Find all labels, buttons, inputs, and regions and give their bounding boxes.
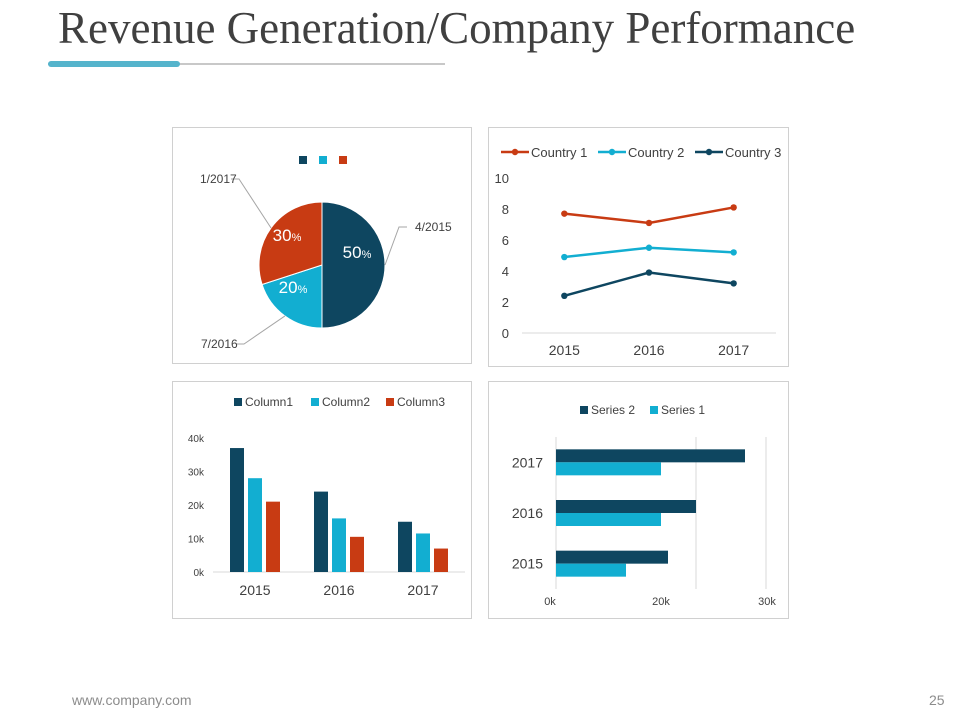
line-y-tick-label: 2 [502, 295, 509, 310]
column-chart: 0k 10k 20k 30k 40k 2015 2016 2017 Column1 Column2… [188, 395, 465, 598]
page-number: 25 [929, 692, 945, 708]
pie-category-label: 7/2016 [201, 337, 238, 351]
bar-legend-swatch [650, 406, 658, 414]
column-y-tick-label: 10k [188, 535, 205, 546]
line-y-tick-label: 4 [502, 264, 509, 279]
column-x-tick-label: 2016 [323, 582, 354, 598]
column-y-tick-label: 30k [188, 468, 205, 479]
line-chart: 0 2 4 6 8 10 2015 2016 2017 Country 1 Country 2 Cou… [495, 145, 782, 358]
line-point [561, 253, 568, 261]
column-bar [230, 448, 244, 572]
slide-title: Revenue Generation/Company Performance [58, 3, 856, 53]
line-x-tick-label: 2016 [633, 342, 664, 358]
column-x-tick-label: 2015 [239, 582, 270, 598]
pie-legend-swatch [339, 156, 347, 164]
line-legend-marker [511, 148, 519, 156]
pie-legend-swatch [299, 156, 307, 164]
line-x-tick-label: 2015 [549, 342, 580, 358]
column-legend-swatch [386, 398, 394, 406]
line-point [730, 280, 737, 287]
column-y-tick-label: 0k [193, 568, 205, 579]
pie-value-label: 50% [343, 243, 372, 262]
line-point [561, 292, 568, 299]
line-legend-label: Country 3 [725, 145, 781, 160]
bar-y-tick-label: 2016 [512, 505, 543, 521]
column-bar [248, 478, 262, 572]
pie-chart-panel: 50% 20% 30% 4/2015 7/2016 1/2017 [172, 127, 472, 364]
column-chart-panel: 0k 10k 20k 30k 40k 2015 2016 2017 Column1 Column2… [172, 381, 472, 619]
bar-bar [556, 449, 745, 463]
column-x-tick-label: 2017 [407, 582, 438, 598]
bar-x-tick-label: 0k [544, 596, 556, 608]
title-underline [48, 63, 445, 65]
column-legend-swatch [234, 398, 242, 406]
line-legend-marker [705, 148, 713, 156]
bar-bar [556, 462, 661, 476]
pie-category-label: 4/2015 [415, 220, 452, 234]
line-y-tick-label: 6 [502, 233, 509, 248]
line-x-tick-label: 2017 [718, 342, 749, 358]
line-series [564, 271, 734, 298]
bar-legend-label: Series 1 [661, 403, 705, 417]
line-chart-panel: 0 2 4 6 8 10 2015 2016 2017 Country 1 Country 2 Cou… [488, 127, 789, 367]
title-accent-bar [48, 61, 180, 67]
bar-y-tick-label: 2015 [512, 556, 543, 572]
line-y-tick-label: 10 [495, 171, 509, 186]
bar-y-tick-label: 2017 [512, 454, 543, 470]
pie-chart: 50% 20% 30% 4/2015 7/2016 1/2017 [200, 156, 452, 351]
line-point [645, 244, 653, 251]
column-bar [416, 533, 430, 572]
bar-bar [556, 563, 626, 577]
pie-value-label: 30% [273, 226, 302, 245]
bar-legend-swatch [580, 406, 588, 414]
column-bar [332, 518, 346, 572]
pie-callout-line [384, 226, 407, 266]
column-legend-swatch [311, 398, 319, 406]
pie-callout-line [231, 178, 272, 229]
pie-callout-line [236, 315, 286, 345]
bar-chart: 0k 20k 30k 2017 2016 2015 Series 2 Series 1 [512, 403, 777, 608]
bar-chart-panel: 0k 20k 30k 2017 2016 2015 Series 2 Series 1 [488, 381, 789, 619]
line-point [730, 204, 737, 211]
pie-legend-swatch [319, 156, 327, 164]
line-legend-marker [608, 148, 616, 156]
pie-slice [321, 201, 386, 329]
column-legend-label: Column3 [397, 395, 445, 409]
column-y-tick-label: 20k [188, 501, 205, 512]
column-bar [434, 548, 448, 572]
line-point [645, 269, 653, 276]
column-bar [266, 501, 280, 572]
bar-bar [556, 513, 661, 526]
line-y-tick-label: 8 [502, 202, 509, 217]
pie-value-label: 20% [279, 278, 308, 297]
column-bar [398, 521, 412, 572]
bar-legend-label: Series 2 [591, 403, 635, 417]
line-point [561, 210, 568, 217]
column-legend-label: Column2 [322, 395, 370, 409]
bar-bar [556, 550, 668, 564]
line-point [730, 249, 737, 256]
pie-category-label: 1/2017 [200, 172, 237, 186]
line-legend-label: Country 2 [628, 145, 684, 160]
bar-x-tick-label: 20k [652, 596, 670, 608]
bar-bar [556, 500, 696, 513]
column-y-tick-label: 40k [188, 434, 205, 445]
bar-x-tick-label: 30k [758, 596, 776, 608]
column-bar [350, 536, 364, 572]
column-bar [314, 491, 328, 572]
line-y-tick-label: 0 [502, 326, 509, 341]
line-legend-label: Country 1 [531, 145, 587, 160]
column-legend-label: Column1 [245, 395, 293, 409]
footer-url[interactable]: www.company.com [72, 692, 192, 708]
line-point [645, 219, 653, 227]
